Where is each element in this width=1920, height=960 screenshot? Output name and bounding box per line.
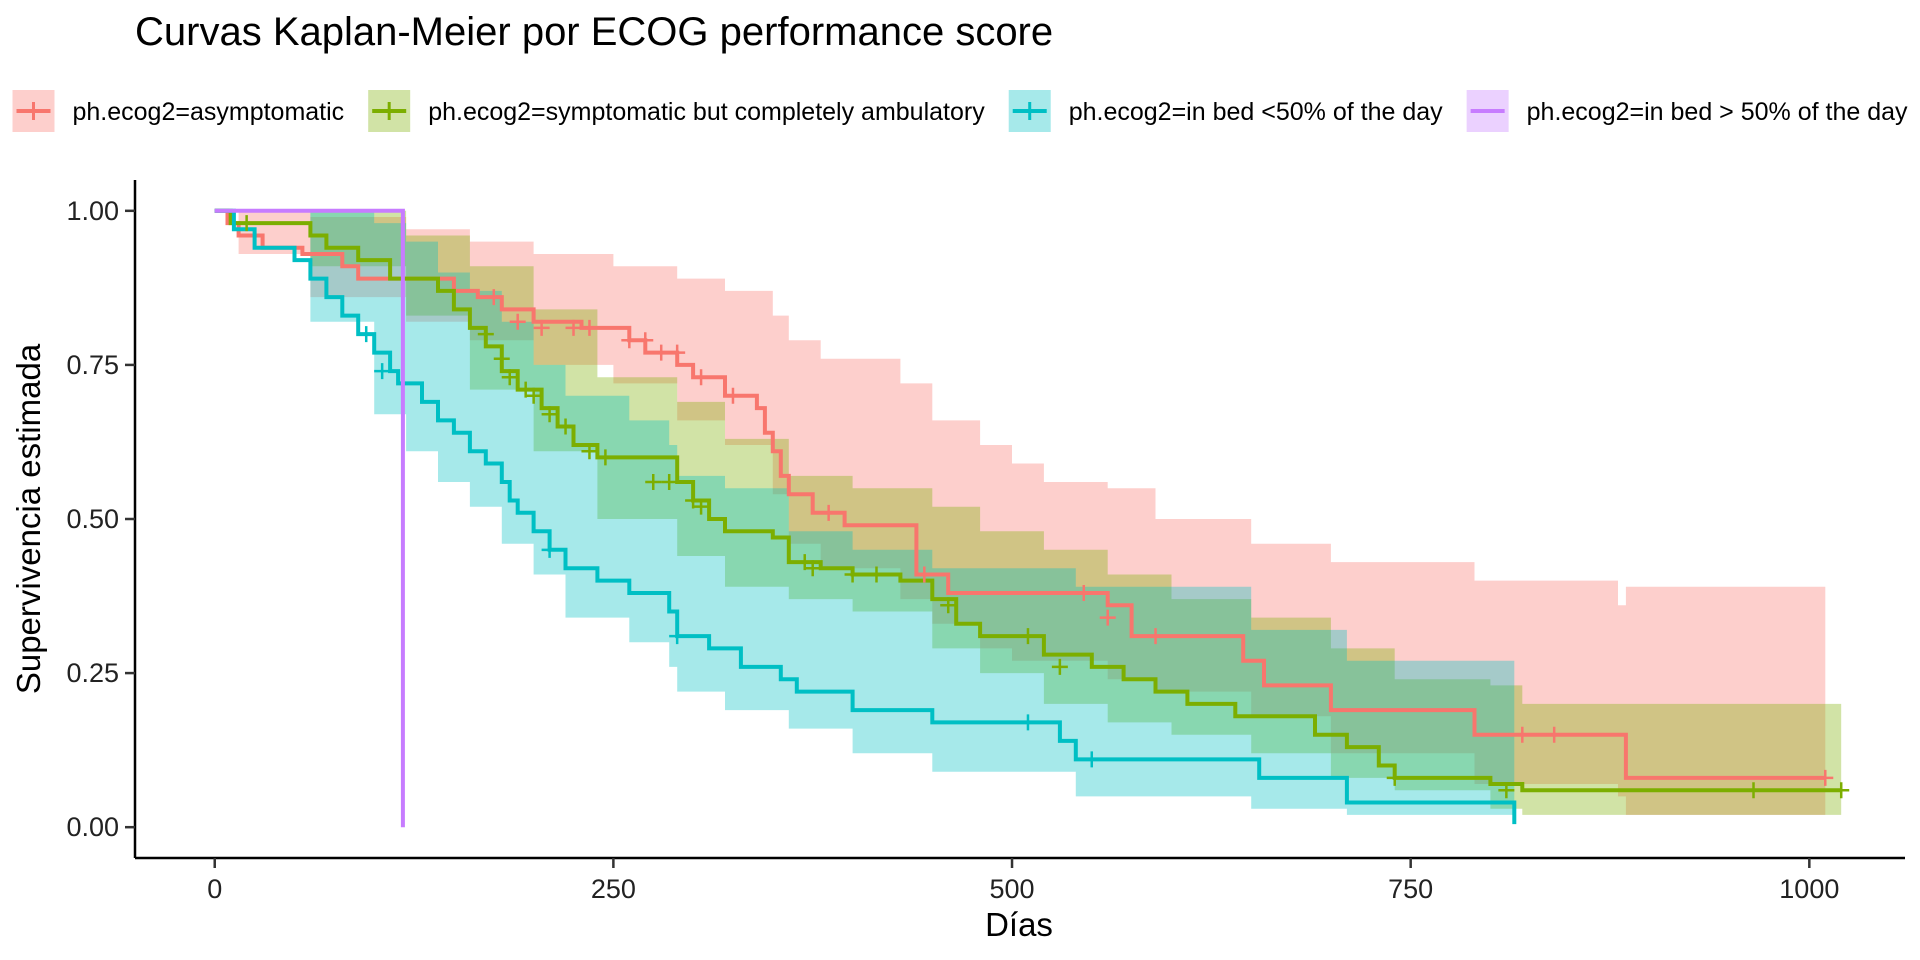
censor-mark-2 bbox=[1498, 782, 1515, 799]
y-tick-label: 0.00 bbox=[66, 812, 119, 842]
censor-mark-2 bbox=[868, 566, 885, 583]
censor-mark-3 bbox=[669, 628, 686, 645]
confidence-band-3 bbox=[214, 210, 1515, 822]
x-axis-ticks: 0 250 500 750 1000 bbox=[207, 858, 1839, 904]
legend: ph.ecog2=asymptomatic ph.ecog2=symptomati… bbox=[12, 90, 1908, 132]
censor-mark-3 bbox=[1083, 751, 1100, 768]
censor-mark-2 bbox=[238, 215, 255, 232]
x-tick-label: 0 bbox=[207, 874, 222, 904]
censor-mark-3 bbox=[374, 363, 391, 380]
censor-mark-2 bbox=[1019, 628, 1036, 645]
legend-label-2: ph.ecog2=symptomatic but completely ambu… bbox=[428, 98, 985, 126]
censor-mark-2 bbox=[940, 597, 957, 614]
survival-curve-3 bbox=[214, 208, 1517, 825]
censor-mark-1 bbox=[693, 369, 710, 386]
legend-item-2: ph.ecog2=symptomatic but completely ambu… bbox=[368, 90, 985, 132]
censor-mark-1 bbox=[485, 289, 502, 306]
censor-mark-1 bbox=[637, 332, 654, 349]
y-tick-label: 0.75 bbox=[66, 350, 119, 380]
censor-mark-1 bbox=[1147, 628, 1164, 645]
x-tick-label: 250 bbox=[591, 874, 636, 904]
survival-curve-2 bbox=[214, 208, 1842, 793]
censor-mark-1 bbox=[621, 332, 638, 349]
survival-curve-4 bbox=[214, 208, 405, 828]
y-tick-label: 0.50 bbox=[66, 504, 119, 534]
confidence-bands bbox=[214, 210, 1842, 822]
censor-mark-2 bbox=[844, 566, 861, 583]
legend-item-1: ph.ecog2=asymptomatic bbox=[12, 90, 345, 132]
censor-mark-2 bbox=[493, 350, 510, 367]
censor-mark-1 bbox=[724, 387, 741, 404]
censor-mark-1 bbox=[565, 319, 582, 336]
censor-mark-2 bbox=[581, 443, 598, 460]
censor-mark-1 bbox=[653, 344, 670, 361]
legend-item-4: ph.ecog2=in bed > 50% of the day bbox=[1466, 90, 1908, 132]
y-axis-ticks: 0.00 0.25 0.50 0.75 1.00 bbox=[66, 196, 135, 842]
legend-label-1: ph.ecog2=asymptomatic bbox=[73, 98, 345, 126]
censor-mark-1 bbox=[509, 313, 526, 330]
censor-mark-1 bbox=[1075, 584, 1092, 601]
censor-mark-1 bbox=[1514, 726, 1531, 743]
survival-curve-1 bbox=[214, 208, 1826, 780]
censor-mark-2 bbox=[693, 498, 710, 515]
censor-mark-2 bbox=[1745, 782, 1762, 799]
censor-mark-2 bbox=[1833, 782, 1850, 799]
censor-mark-3 bbox=[358, 326, 375, 343]
censor-mark-1 bbox=[916, 566, 933, 583]
censor-mark-1 bbox=[1099, 609, 1116, 626]
legend-item-3: ph.ecog2=in bed <50% of the day bbox=[1008, 90, 1443, 132]
x-axis-title: Días bbox=[985, 906, 1053, 943]
censor-mark-2 bbox=[477, 326, 494, 343]
censor-mark-1 bbox=[1546, 726, 1563, 743]
censor-mark-2 bbox=[501, 369, 518, 386]
censor-mark-1 bbox=[820, 504, 837, 521]
censor-mark-2 bbox=[804, 560, 821, 577]
y-tick-label: 0.25 bbox=[66, 658, 119, 688]
censor-mark-1 bbox=[1817, 769, 1834, 786]
x-tick-label: 1000 bbox=[1779, 874, 1839, 904]
censor-mark-2 bbox=[645, 474, 662, 491]
censor-mark-3 bbox=[1019, 714, 1036, 731]
confidence-band-1 bbox=[214, 210, 1826, 815]
censor-mark-2 bbox=[1386, 769, 1403, 786]
censor-mark-1 bbox=[533, 319, 550, 336]
censor-mark-2 bbox=[1051, 658, 1068, 675]
chart-title: Curvas Kaplan-Meier por ECOG performance… bbox=[135, 10, 1053, 54]
censor-mark-2 bbox=[661, 474, 678, 491]
y-axis-title: Supervivencia estimada bbox=[10, 343, 47, 694]
censor-mark-1 bbox=[581, 319, 598, 336]
censor-mark-2 bbox=[541, 406, 558, 423]
censor-mark-1 bbox=[669, 344, 686, 361]
censor-mark-2 bbox=[597, 449, 614, 466]
y-tick-label: 1.00 bbox=[66, 196, 119, 226]
legend-label-3: ph.ecog2=in bed <50% of the day bbox=[1069, 98, 1443, 126]
survival-curves bbox=[214, 208, 1842, 828]
x-tick-label: 500 bbox=[989, 874, 1034, 904]
censor-mark-3 bbox=[541, 541, 558, 558]
legend-label-4: ph.ecog2=in bed > 50% of the day bbox=[1527, 98, 1908, 126]
censor-mark-2 bbox=[525, 387, 542, 404]
censor-marks bbox=[238, 215, 1850, 799]
confidence-band-2 bbox=[214, 210, 1842, 815]
x-tick-label: 750 bbox=[1388, 874, 1433, 904]
censor-mark-2 bbox=[557, 418, 574, 435]
